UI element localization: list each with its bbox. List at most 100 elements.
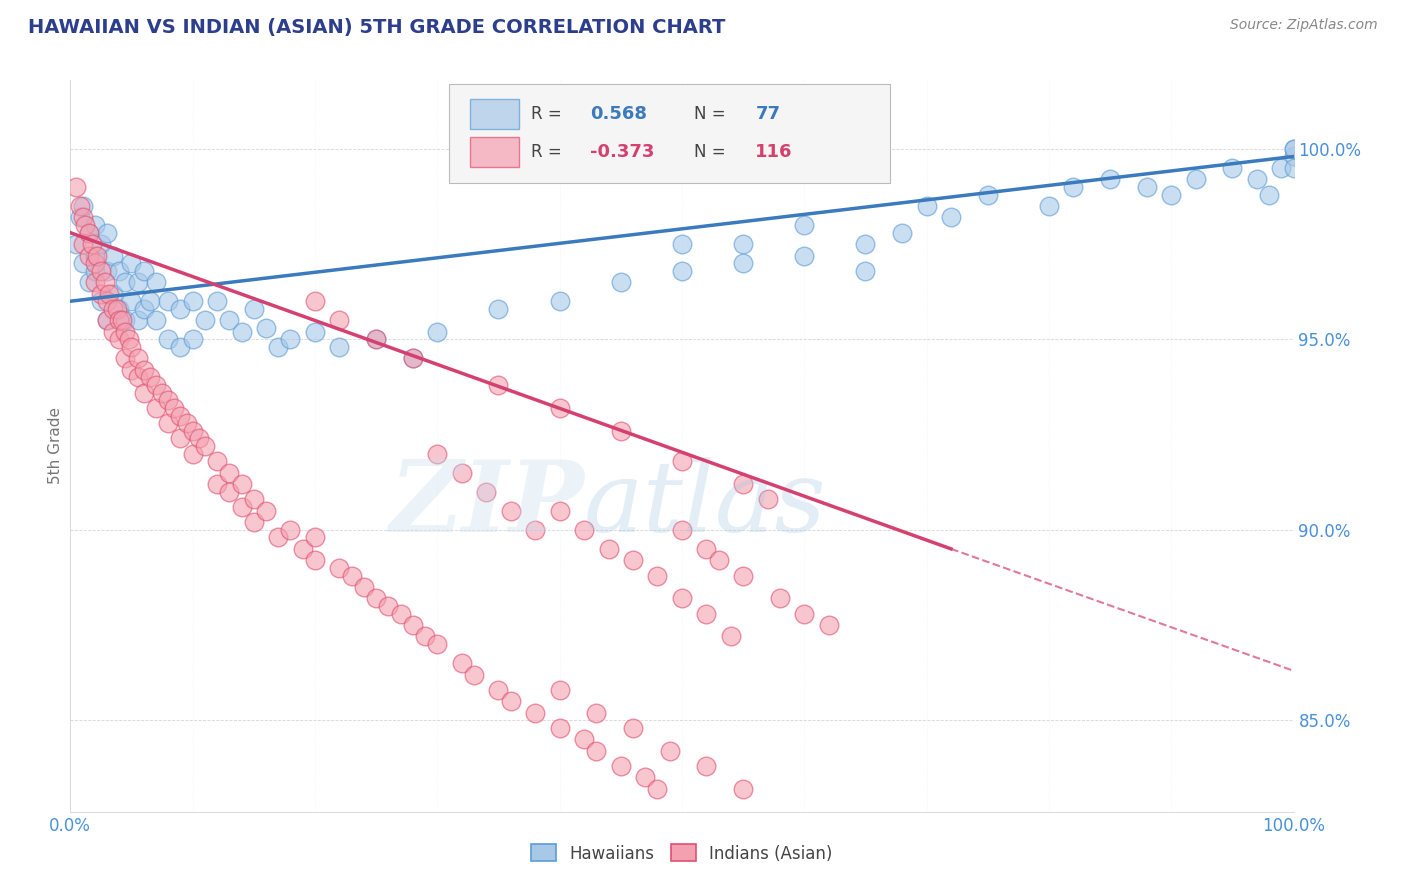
- Point: [402, 618, 425, 632]
- Point: [328, 561, 350, 575]
- Point: [621, 553, 644, 567]
- Point: [254, 504, 277, 518]
- Point: [96, 264, 118, 278]
- Point: [1160, 187, 1182, 202]
- Point: [304, 553, 326, 567]
- Point: [695, 541, 717, 556]
- Point: [707, 553, 730, 567]
- Point: [793, 248, 815, 262]
- Point: [488, 378, 510, 392]
- Point: [891, 226, 914, 240]
- Point: [101, 325, 124, 339]
- Point: [267, 340, 290, 354]
- Point: [163, 401, 186, 415]
- Point: [77, 226, 100, 240]
- Point: [218, 313, 240, 327]
- Point: [610, 759, 633, 773]
- Point: [121, 256, 143, 270]
- Point: [1038, 199, 1060, 213]
- Point: [96, 313, 118, 327]
- Point: [304, 325, 326, 339]
- Point: [181, 294, 204, 309]
- Point: [83, 248, 105, 262]
- Text: N =: N =: [695, 105, 725, 123]
- Point: [127, 313, 149, 327]
- Point: [328, 340, 350, 354]
- Point: [243, 515, 266, 529]
- Point: [548, 401, 571, 415]
- Point: [1062, 180, 1084, 194]
- Point: [82, 237, 104, 252]
- Point: [145, 401, 167, 415]
- Point: [194, 313, 217, 327]
- Point: [524, 706, 547, 720]
- Point: [610, 275, 633, 289]
- Point: [585, 706, 607, 720]
- Point: [108, 332, 131, 346]
- Point: [105, 301, 128, 316]
- Point: [150, 385, 173, 400]
- Point: [145, 313, 167, 327]
- Point: [114, 275, 136, 289]
- Point: [1136, 180, 1159, 194]
- Point: [488, 301, 510, 316]
- Point: [194, 439, 217, 453]
- Point: [83, 275, 105, 289]
- Point: [169, 301, 191, 316]
- Point: [101, 286, 124, 301]
- Point: [77, 226, 100, 240]
- Point: [304, 530, 326, 544]
- Point: [181, 424, 204, 438]
- Point: [176, 416, 198, 430]
- Text: N =: N =: [695, 143, 725, 161]
- Point: [145, 378, 167, 392]
- Point: [205, 294, 228, 309]
- Point: [366, 332, 388, 346]
- Point: [132, 264, 155, 278]
- Point: [793, 218, 815, 232]
- Point: [402, 351, 425, 366]
- Point: [1282, 161, 1305, 175]
- Point: [108, 313, 131, 327]
- Point: [69, 199, 91, 213]
- Point: [855, 264, 877, 278]
- Text: Source: ZipAtlas.com: Source: ZipAtlas.com: [1230, 18, 1378, 32]
- Point: [118, 332, 141, 346]
- Point: [817, 618, 839, 632]
- Point: [267, 530, 290, 544]
- Point: [108, 301, 131, 316]
- Point: [671, 454, 693, 468]
- Point: [548, 721, 571, 735]
- Point: [65, 180, 87, 194]
- Point: [77, 248, 100, 262]
- Point: [254, 321, 277, 335]
- Point: [73, 218, 96, 232]
- Point: [218, 466, 240, 480]
- Point: [463, 667, 485, 681]
- Text: R =: R =: [531, 143, 562, 161]
- Point: [145, 275, 167, 289]
- Point: [634, 771, 657, 785]
- Point: [72, 237, 94, 252]
- Point: [132, 363, 155, 377]
- Point: [90, 264, 112, 278]
- Point: [695, 607, 717, 621]
- Legend: Hawaiians, Indians (Asian): Hawaiians, Indians (Asian): [524, 838, 839, 869]
- Point: [1184, 172, 1206, 186]
- Point: [733, 256, 755, 270]
- Point: [90, 286, 112, 301]
- Point: [572, 523, 595, 537]
- Point: [548, 294, 571, 309]
- Text: -0.373: -0.373: [591, 143, 655, 161]
- Point: [976, 187, 998, 202]
- Point: [96, 313, 118, 327]
- Point: [671, 591, 693, 606]
- Point: [169, 409, 191, 423]
- Point: [101, 301, 124, 316]
- Point: [90, 237, 112, 252]
- Text: ZIP: ZIP: [389, 457, 583, 553]
- Point: [132, 385, 155, 400]
- Point: [72, 211, 94, 225]
- Point: [426, 637, 449, 651]
- Point: [389, 607, 412, 621]
